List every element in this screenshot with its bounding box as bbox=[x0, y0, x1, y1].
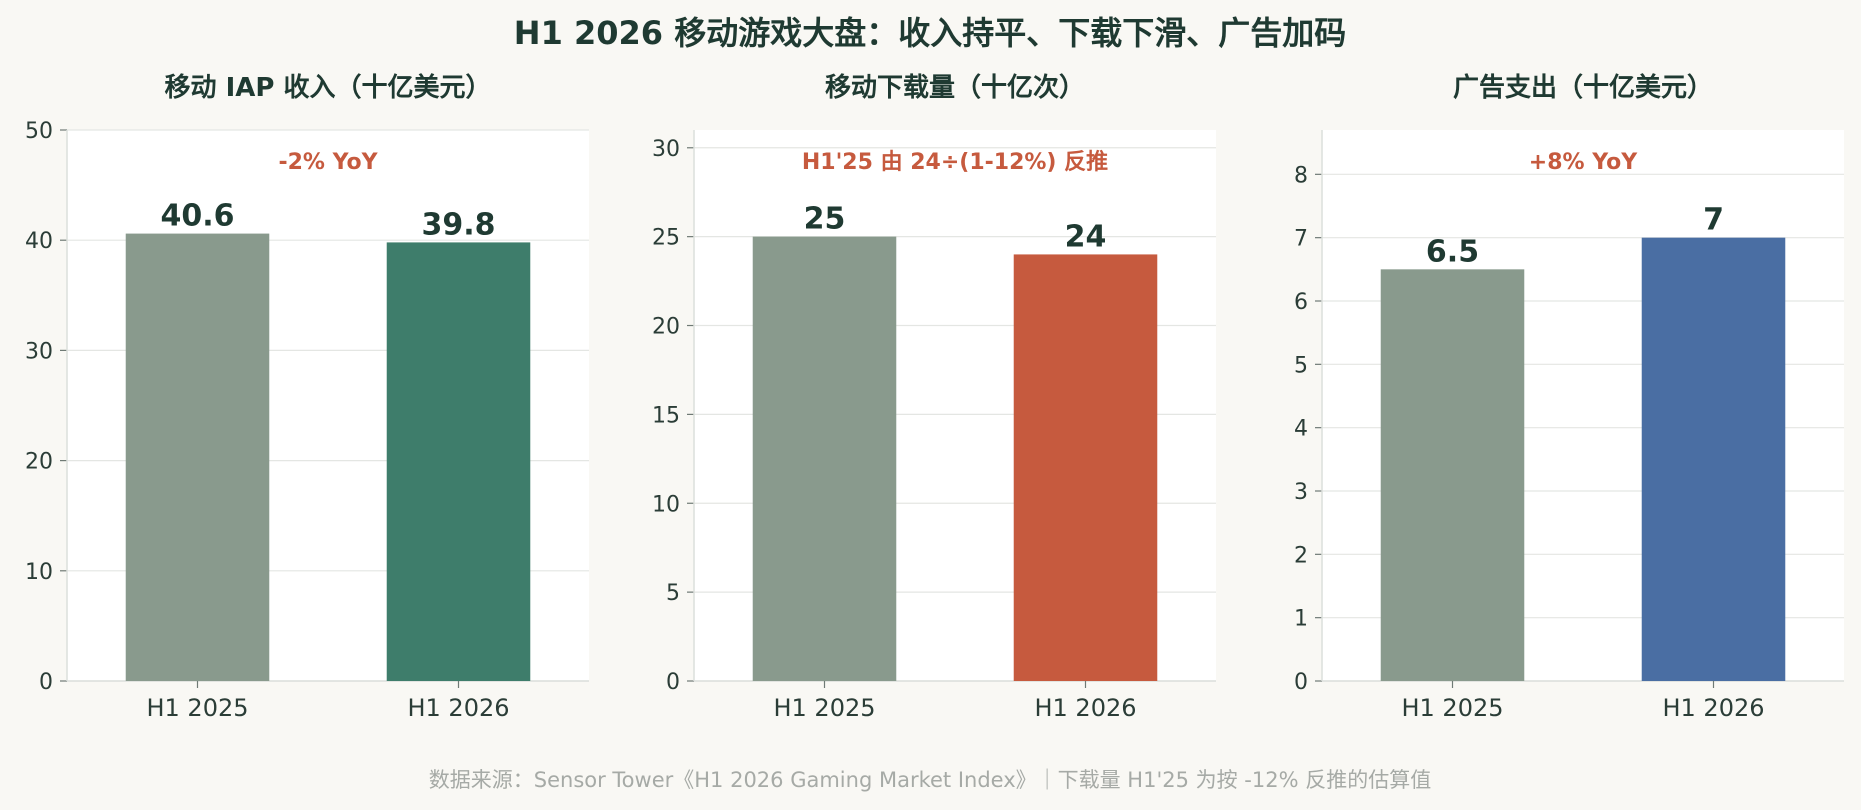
y-tick-label: 2 bbox=[1294, 543, 1308, 568]
y-tick-label: 30 bbox=[25, 339, 53, 364]
y-tick-label: 5 bbox=[666, 581, 680, 606]
y-tick-label: 5 bbox=[1294, 353, 1308, 378]
panel-title: 移动下载量（十亿次） bbox=[825, 73, 1085, 103]
y-tick-label: 7 bbox=[1294, 227, 1308, 252]
y-tick-label: 8 bbox=[1294, 163, 1308, 188]
panel-annotation: +8% YoY bbox=[1529, 150, 1638, 175]
y-tick-label: 0 bbox=[666, 670, 680, 695]
panel-annotation: H1'25 由 24÷(1-12%) 反推 bbox=[802, 150, 1108, 175]
data-label: 25 bbox=[804, 202, 846, 237]
x-tick-label: H1 2025 bbox=[1401, 694, 1503, 722]
y-tick-label: 40 bbox=[25, 229, 53, 254]
y-tick-label: 10 bbox=[652, 492, 680, 517]
y-tick-label: 10 bbox=[25, 560, 53, 585]
x-tick-label: H1 2025 bbox=[146, 694, 248, 722]
y-tick-label: 4 bbox=[1294, 417, 1308, 442]
main-title: H1 2026 移动游戏大盘：收入持平、下载下滑、广告加码 bbox=[514, 14, 1346, 52]
panel-annotation: -2% YoY bbox=[278, 150, 378, 175]
bar-1 bbox=[752, 236, 897, 682]
chart-panel-2: 0 5 10 15 20 25 30 25 H1 2025 24 H1 2026 移动下载量（十亿次）… bbox=[652, 73, 1216, 722]
data-label: 6.5 bbox=[1426, 234, 1479, 269]
bar-1 bbox=[125, 233, 270, 681]
panel-title: 广告支出（十亿美元） bbox=[1453, 72, 1713, 103]
data-label: 24 bbox=[1065, 219, 1107, 254]
bar-2 bbox=[1013, 254, 1158, 681]
x-tick-label: H1 2026 bbox=[1662, 694, 1764, 722]
y-tick-label: 0 bbox=[1294, 670, 1308, 695]
source-footer: 数据来源：Sensor Tower《H1 2026 Gaming Market … bbox=[429, 768, 1431, 792]
bar-2 bbox=[1641, 237, 1786, 681]
y-tick-label: 20 bbox=[25, 450, 53, 475]
y-tick-label: 0 bbox=[39, 670, 53, 695]
y-tick-label: 1 bbox=[1294, 607, 1308, 632]
y-tick-label: 6 bbox=[1294, 290, 1308, 315]
chart-panel-1: 0 10 20 30 40 50 40.6 H1 2025 39.8 H1 2026 移动 IAP … bbox=[25, 72, 589, 722]
bar-1 bbox=[1380, 269, 1525, 681]
y-tick-label: 3 bbox=[1294, 480, 1308, 505]
data-label: 40.6 bbox=[160, 199, 234, 234]
y-tick-label: 30 bbox=[652, 137, 680, 162]
panel-title: 移动 IAP 收入（十亿美元） bbox=[165, 72, 492, 103]
x-tick-label: H1 2026 bbox=[1034, 694, 1136, 722]
y-tick-label: 50 bbox=[25, 119, 53, 144]
y-tick-label: 25 bbox=[652, 226, 680, 251]
bar-2 bbox=[386, 242, 531, 682]
x-tick-label: H1 2026 bbox=[407, 694, 509, 722]
chart-panel-3: 0 1 2 3 4 5 6 7 8 6.5 H1 2025 7 H1 2026 广告支出（十亿美元） +8%… bbox=[1294, 72, 1844, 722]
data-label: 7 bbox=[1703, 203, 1724, 238]
data-label: 39.8 bbox=[421, 207, 495, 242]
x-tick-label: H1 2025 bbox=[773, 694, 875, 722]
y-tick-label: 20 bbox=[652, 315, 680, 340]
y-tick-label: 15 bbox=[652, 403, 680, 428]
